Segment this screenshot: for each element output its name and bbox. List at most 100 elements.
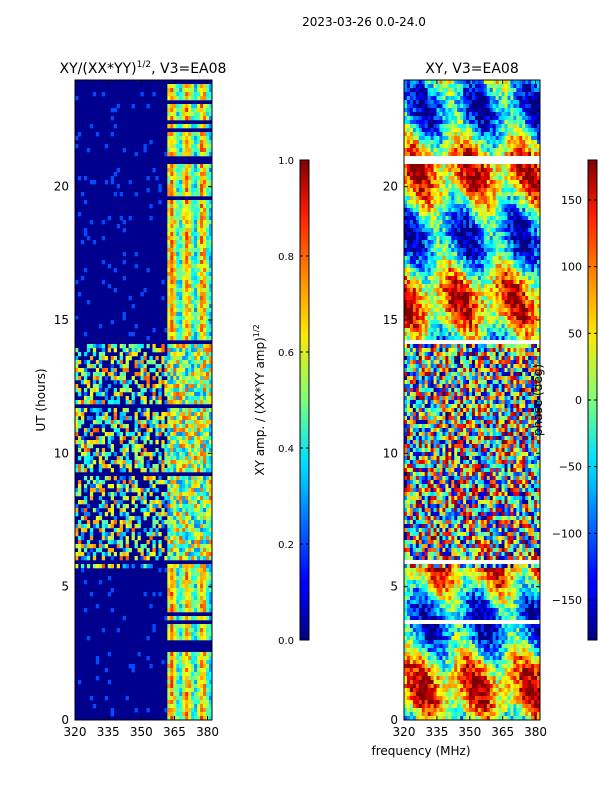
heatmap-cell	[209, 464, 213, 469]
heatmap-cell	[421, 192, 425, 197]
heatmap-cell	[197, 168, 201, 173]
heatmap-cell	[116, 224, 120, 229]
heatmap-cell	[182, 500, 186, 505]
heatmap-cell	[197, 692, 201, 697]
heatmap-cell	[167, 424, 171, 429]
heatmap-cell	[179, 356, 183, 361]
heatmap-cell	[191, 200, 195, 205]
heatmap-cell	[483, 172, 488, 177]
heatmap-cell	[188, 436, 192, 441]
heatmap-cell	[415, 176, 420, 181]
heatmap-cell	[409, 232, 414, 237]
heatmap-cell	[149, 492, 153, 497]
heatmap-cell	[110, 548, 115, 553]
heatmap-cell	[197, 88, 201, 93]
heatmap-cell	[194, 132, 198, 137]
heatmap-cell	[176, 308, 180, 313]
heatmap-cell	[170, 468, 174, 473]
heatmap-cell	[483, 108, 488, 113]
heatmap-cell	[197, 92, 201, 97]
heatmap-cell	[209, 580, 213, 585]
heatmap-cell	[439, 200, 443, 205]
heatmap-cell	[203, 312, 207, 317]
heatmap-cell	[209, 308, 213, 313]
heatmap-cell	[486, 184, 491, 189]
heatmap-cell	[522, 112, 526, 117]
heatmap-cell	[415, 144, 420, 149]
heatmap-cell	[77, 412, 82, 417]
heatmap-cell	[179, 352, 183, 357]
heatmap-cell	[170, 208, 174, 213]
heatmap-cell	[188, 168, 192, 173]
heatmap-cell	[134, 460, 138, 465]
heatmap-cell	[188, 408, 192, 413]
heatmap-cell	[418, 164, 423, 169]
heatmap-cell	[188, 660, 192, 665]
colorbar-tick-label: 0.2	[278, 540, 294, 551]
heatmap-cell	[137, 444, 141, 449]
heatmap-cell	[200, 540, 204, 545]
heatmap-cell	[179, 628, 183, 633]
heatmap-cell	[167, 344, 171, 349]
heatmap-cell	[98, 372, 103, 377]
heatmap-cell	[498, 216, 502, 221]
heatmap-cell	[170, 416, 174, 421]
heatmap-cell	[167, 456, 171, 461]
heatmap-cell	[203, 580, 207, 585]
heatmap-cell	[173, 104, 177, 109]
heatmap-cell	[486, 152, 491, 157]
heatmap-cell	[200, 328, 204, 333]
heatmap-cell	[436, 92, 440, 97]
heatmap-cell	[537, 224, 541, 229]
heatmap-cell	[203, 424, 207, 429]
heatmap-cell	[152, 384, 156, 389]
heatmap-cell	[433, 140, 437, 145]
heatmap-cell	[513, 192, 517, 197]
heatmap-cell	[203, 528, 207, 533]
heatmap-cell	[528, 188, 532, 193]
heatmap-cell	[197, 544, 201, 549]
heatmap-cell	[182, 480, 186, 485]
heatmap-cell	[451, 208, 455, 213]
heatmap-cell	[152, 344, 156, 349]
heatmap-cell	[421, 108, 425, 113]
heatmap-cell	[83, 432, 88, 437]
heatmap-cell	[492, 80, 496, 85]
heatmap-cell	[173, 300, 177, 305]
heatmap-cell	[182, 312, 186, 317]
heatmap-cell	[125, 364, 129, 369]
heatmap-cell	[525, 88, 529, 93]
heatmap-cell	[206, 184, 210, 189]
heatmap-cell	[77, 292, 82, 297]
heatmap-cell	[179, 96, 183, 101]
heatmap-cell	[501, 228, 505, 233]
heatmap-cell	[179, 300, 183, 305]
heatmap-cell	[77, 420, 82, 425]
heatmap-cell	[179, 148, 183, 153]
heatmap-cell	[194, 424, 198, 429]
heatmap-cell	[173, 116, 177, 121]
heatmap-cell	[412, 176, 417, 181]
heatmap-cell	[480, 192, 485, 197]
heatmap-cell	[173, 232, 177, 237]
heatmap-cell	[131, 528, 135, 533]
heatmap-cell	[448, 84, 452, 89]
heatmap-cell	[522, 136, 526, 141]
heatmap-cell	[131, 104, 135, 109]
heatmap-cell	[463, 224, 467, 229]
heatmap-cell	[182, 140, 186, 145]
heatmap-cell	[528, 116, 532, 121]
heatmap-cell	[206, 660, 210, 665]
heatmap-cell	[191, 104, 195, 109]
heatmap-cell	[116, 396, 120, 401]
heatmap-cell	[170, 88, 174, 93]
heatmap-cell	[531, 144, 535, 149]
heatmap-cell	[137, 372, 141, 377]
heatmap-cell	[89, 492, 94, 497]
heatmap-cell	[445, 124, 449, 129]
heatmap-cell	[454, 224, 458, 229]
heatmap-cell	[191, 708, 195, 713]
heatmap-cell	[176, 360, 180, 365]
heatmap-cell	[472, 84, 476, 89]
heatmap-cell	[427, 144, 431, 149]
